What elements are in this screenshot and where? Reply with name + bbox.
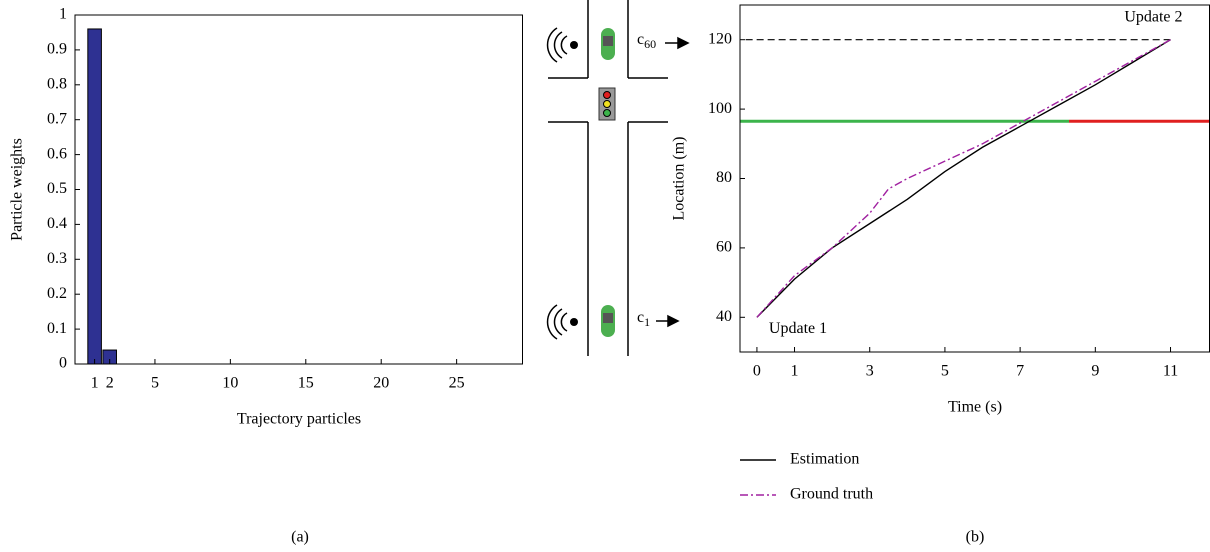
bar — [87, 28, 102, 365]
x-tick-label: 15 — [298, 375, 314, 392]
x-tick-label: 9 — [1091, 363, 1099, 380]
intersection-diagram — [546, 0, 690, 356]
vehicle-label: c60 — [637, 31, 656, 51]
x-tick-label: 25 — [449, 375, 465, 392]
y-tick-label: 0.3 — [47, 250, 67, 267]
y-tick-label: 0 — [59, 355, 67, 372]
x-tick-label: 5 — [151, 375, 159, 392]
x-tick-label: 3 — [866, 363, 874, 380]
car-window — [603, 313, 613, 323]
x-axis-label: Trajectory particles — [237, 411, 361, 428]
car-window — [603, 36, 613, 46]
y-tick-label: 1 — [59, 6, 67, 23]
label-base: c — [637, 309, 644, 326]
x-tick-label: 2 — [106, 375, 114, 392]
vehicle-label: c1 — [637, 309, 650, 329]
y-tick-label: 0.4 — [47, 215, 67, 232]
x-tick-label: 0 — [753, 363, 761, 380]
legend-label: Estimation — [790, 451, 859, 468]
x-tick-label: 20 — [373, 375, 389, 392]
y-tick-label: 0.2 — [47, 285, 67, 302]
y-tick-label: 40 — [716, 308, 732, 325]
y-tick-label: 0.5 — [47, 180, 67, 197]
y-axis-label: Location (m) — [671, 137, 688, 221]
x-tick-label: 1 — [91, 375, 99, 392]
y-tick-label: 0.8 — [47, 75, 67, 92]
wifi-icon — [546, 27, 568, 63]
y-tick-label: 80 — [716, 169, 732, 186]
annotation: Update 1 — [769, 320, 827, 337]
y-tick-label: 120 — [708, 30, 732, 47]
y-tick-label: 60 — [716, 239, 732, 256]
y-tick-label: 100 — [708, 100, 732, 117]
y-tick-label: 0.7 — [47, 110, 67, 127]
light-green — [603, 109, 611, 117]
y-tick-label: 0.1 — [47, 320, 67, 337]
light-red — [603, 91, 611, 99]
x-axis-label: Time (s) — [948, 399, 1002, 416]
x-tick-label: 5 — [941, 363, 949, 380]
y-tick-label: 0.6 — [47, 145, 67, 162]
label-base: c — [637, 31, 644, 48]
wifi-icon — [546, 304, 568, 340]
label-sub: 1 — [644, 315, 650, 329]
light-yellow — [603, 100, 611, 108]
annotation: Update 2 — [1124, 8, 1182, 25]
data-line — [756, 39, 1171, 318]
arrow-head — [677, 36, 690, 50]
arrow-head — [667, 314, 680, 328]
x-tick-label: 10 — [222, 375, 238, 392]
antenna — [570, 318, 578, 326]
x-tick-label: 11 — [1163, 363, 1178, 380]
legend-label: Ground truth — [790, 486, 873, 503]
data-line — [756, 39, 1171, 318]
y-tick-label: 0.9 — [47, 41, 67, 58]
caption: (b) — [966, 529, 985, 546]
y-axis-label: Particle weights — [9, 138, 26, 241]
label-sub: 60 — [644, 37, 656, 51]
x-tick-label: 7 — [1016, 363, 1024, 380]
axes-box — [74, 14, 523, 365]
caption: (a) — [291, 529, 309, 546]
antenna — [570, 41, 578, 49]
x-tick-label: 1 — [791, 363, 799, 380]
